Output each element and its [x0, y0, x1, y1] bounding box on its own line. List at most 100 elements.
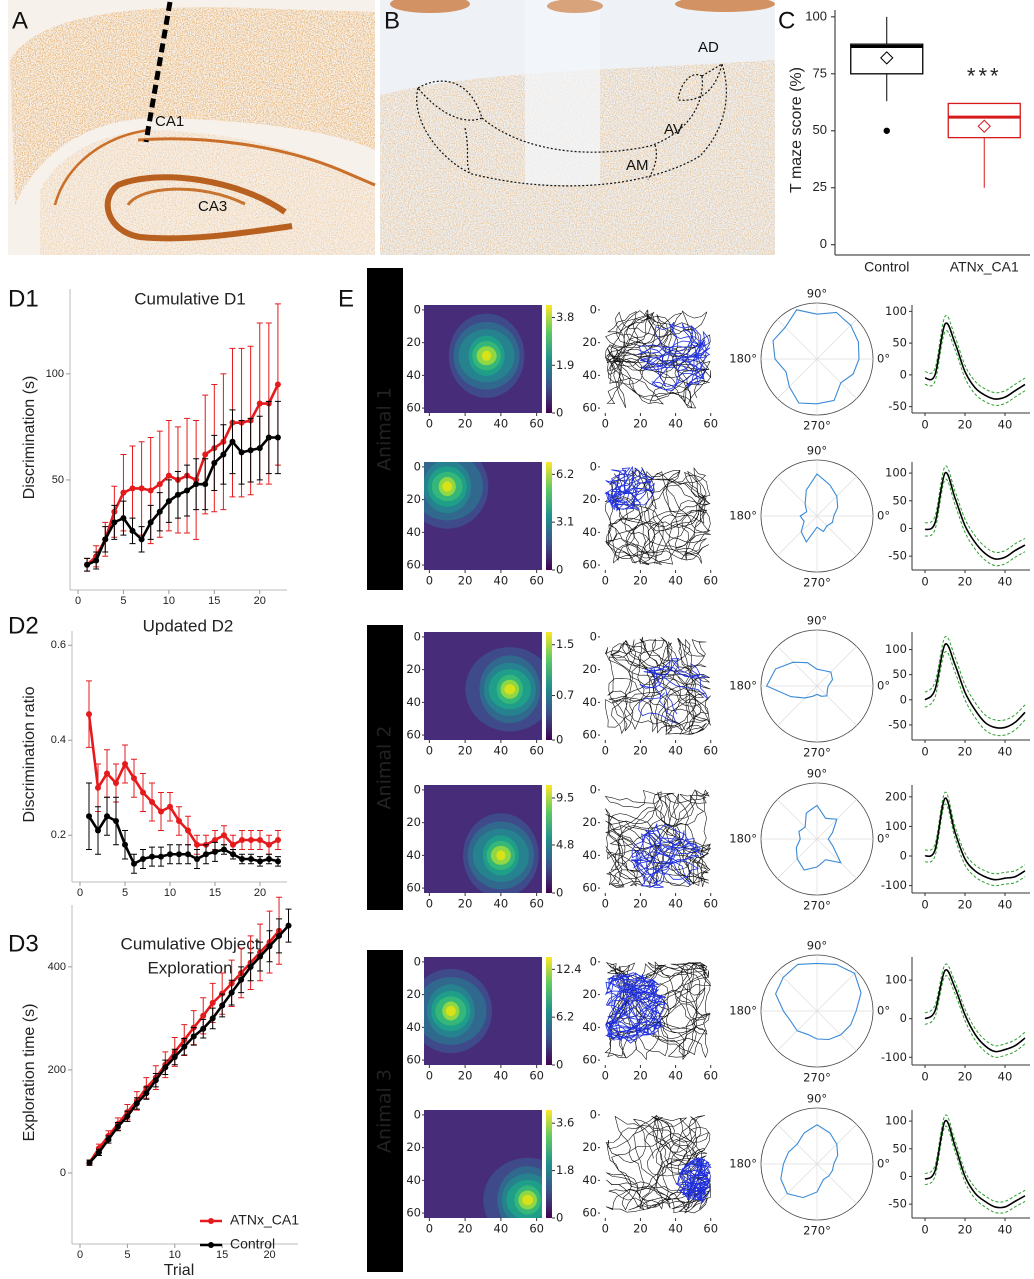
- trajectory-y-tick-label: 20: [582, 335, 597, 349]
- region-label: AV: [664, 121, 683, 138]
- path-trace: [604, 467, 711, 566]
- point: [274, 434, 281, 441]
- direction-label: 90°: [807, 1092, 827, 1106]
- wave-y-tick-label: -50: [888, 549, 907, 563]
- trajectory-y-tick-label: 60: [582, 558, 597, 572]
- polar-spoke: [816, 646, 857, 687]
- heatmap-y-tick-label: 40: [406, 1173, 421, 1187]
- y-tick-label: 50: [52, 474, 64, 486]
- point: [230, 851, 236, 858]
- trajectory-y-tick-label: 20: [582, 987, 597, 1001]
- wave-y-tick-label: 50: [892, 667, 907, 681]
- point: [105, 1136, 112, 1143]
- wave-x-tick-label: 0: [921, 745, 928, 759]
- mean-marker: [880, 51, 894, 65]
- point: [181, 1043, 188, 1050]
- waveform-upper: [924, 635, 1026, 722]
- point: [190, 1033, 197, 1040]
- wave-x-tick-label: 20: [958, 898, 973, 912]
- point: [165, 498, 172, 505]
- heatmap-y-tick-label: 0: [414, 302, 421, 316]
- point: [174, 491, 181, 498]
- point: [238, 449, 245, 456]
- point: [120, 515, 127, 522]
- x-tick-label: 15: [209, 887, 221, 899]
- point: [185, 827, 191, 834]
- heatmap-y-tick-label: 0: [414, 1107, 421, 1121]
- waveform-lower: [924, 1125, 1026, 1214]
- x-tick-label: 10: [164, 887, 176, 899]
- colorbar-tick-label: 1.8: [556, 1163, 574, 1177]
- point: [131, 860, 137, 867]
- heatmap-y-tick-label: 40: [406, 848, 421, 862]
- wave-y-tick-label: 100: [885, 642, 907, 656]
- x-tick-label: 10: [163, 595, 175, 607]
- trajectory: [604, 961, 712, 1061]
- point: [149, 799, 155, 805]
- colorbar: [546, 785, 552, 893]
- heatmap-y-tick-label: 40: [406, 1020, 421, 1034]
- waveform-mean: [924, 1119, 1026, 1209]
- point: [138, 485, 145, 492]
- trajectory-x-tick-label: 20: [633, 744, 648, 758]
- point: [194, 856, 200, 862]
- direction-label: 90°: [807, 939, 827, 953]
- wave-y-tick-label: -50: [888, 1197, 907, 1211]
- polar-profile: [765, 661, 834, 699]
- path-trace: [604, 465, 655, 512]
- colorbar: [546, 632, 552, 740]
- trajectory-y-tick-label: 0: [590, 459, 597, 473]
- point: [220, 451, 227, 458]
- trajectory-x-tick-label: 40: [668, 417, 683, 431]
- x-tick-label: 5: [124, 1249, 130, 1261]
- trajectory-y-tick-label: 0: [590, 954, 597, 968]
- wave-y-tick-label: 0: [900, 1011, 907, 1025]
- trajectory-x-tick-label: 40: [668, 897, 683, 911]
- point: [102, 536, 109, 543]
- trajectory-y-tick-label: 60: [582, 401, 597, 415]
- x-tick-label: 20: [254, 887, 266, 899]
- heatmap-x-tick-label: 0: [426, 574, 433, 588]
- path-trace: [638, 658, 709, 724]
- point: [176, 851, 182, 858]
- polar-spoke: [777, 358, 818, 399]
- point: [202, 451, 209, 458]
- point: [147, 519, 154, 526]
- legend-marker: [208, 1218, 214, 1224]
- point: [122, 841, 128, 848]
- y-tick-label: 400: [48, 961, 66, 973]
- heatmap-x-tick-label: 0: [426, 1222, 433, 1236]
- waveform-lower: [924, 478, 1026, 567]
- point: [266, 841, 272, 848]
- x-tick-label: 5: [122, 887, 128, 899]
- point: [239, 856, 245, 862]
- point: [140, 856, 146, 862]
- heatmap-level: [496, 850, 506, 861]
- trajectory-y-tick-label: 40: [582, 695, 597, 709]
- heatmap-y-tick-label: 60: [406, 1206, 421, 1220]
- wave-y-tick-label: 0: [900, 1169, 907, 1183]
- heatmap-x-tick-label: 20: [458, 417, 473, 431]
- region-label: AM: [626, 157, 649, 174]
- colorbar: [546, 462, 552, 570]
- trajectory-y-tick-label: 60: [582, 728, 597, 742]
- heatmap-x-tick-label: 40: [494, 1069, 509, 1083]
- y-tick-label: 50: [813, 122, 827, 137]
- heatmap-y-tick-label: 20: [406, 815, 421, 829]
- direction-label: 0°: [877, 509, 890, 523]
- animal-bar: [367, 268, 403, 590]
- point: [104, 813, 110, 820]
- y-tick-label: 0: [60, 1167, 66, 1179]
- trajectory: [604, 789, 711, 889]
- series-line: [87, 814, 279, 866]
- waveform-mean: [924, 643, 1026, 729]
- heatmap: [424, 1110, 542, 1218]
- heatmap-x-tick-label: 0: [426, 1069, 433, 1083]
- point: [247, 447, 254, 454]
- point: [93, 557, 100, 564]
- wave-y-tick-label: 100: [885, 819, 907, 833]
- direction-label: 0°: [877, 679, 890, 693]
- polar-spoke: [816, 1010, 857, 1051]
- polar-spoke: [777, 515, 818, 556]
- x-tick-label: 0: [75, 595, 81, 607]
